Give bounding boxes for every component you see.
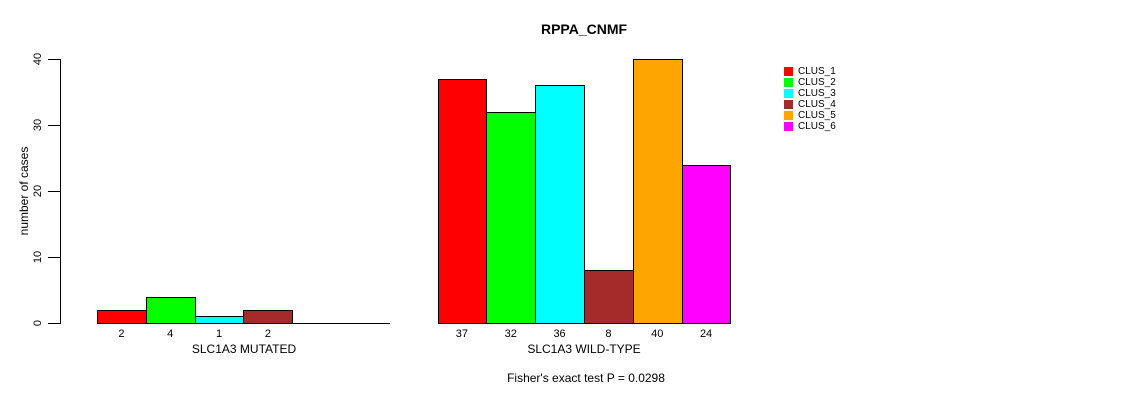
bar-value-label: 32: [504, 328, 517, 340]
y-tick-label: 20: [32, 184, 44, 198]
legend-swatch-icon: [784, 121, 793, 131]
y-tick-line: [48, 59, 60, 60]
bar-value-label: 1: [216, 328, 223, 340]
legend-label: CLUS_5: [798, 109, 836, 121]
legend-item-CLUS_2: CLUS_2: [784, 77, 836, 88]
x-axis-label-mutated: SLC1A3 MUTATED: [191, 342, 297, 356]
legend-item-CLUS_5: CLUS_5: [784, 110, 836, 121]
y-tick-label: 0: [32, 319, 44, 327]
bar-value-label: 8: [605, 328, 612, 340]
y-tick-label: 40: [32, 52, 44, 66]
legend-label: CLUS_3: [798, 87, 836, 99]
legend-item-CLUS_1: CLUS_1: [784, 66, 836, 77]
y-tick-label: 30: [32, 118, 44, 132]
bar-CLUS_4-group0: [243, 309, 294, 324]
legend-label: CLUS_1: [798, 65, 836, 77]
y-tick-line: [48, 257, 60, 258]
bar-value-label: 2: [118, 328, 125, 340]
chart-title: RPPA_CNMF: [540, 21, 628, 37]
bar-CLUS_5-group1: [632, 59, 683, 324]
legend-label: CLUS_6: [798, 120, 836, 132]
x-axis-label-wildtype: SLC1A3 WILD-TYPE: [527, 342, 641, 356]
bar-CLUS_3-group0: [194, 316, 245, 324]
legend-item-CLUS_3: CLUS_3: [784, 88, 836, 99]
legend-swatch-icon: [784, 110, 793, 120]
bar-CLUS_1-group0: [97, 309, 147, 324]
legend-swatch-icon: [784, 88, 793, 98]
bar-value-label: 37: [455, 328, 469, 340]
bar-CLUS_6-group1: [681, 164, 732, 324]
bar-CLUS_1-group1: [437, 78, 488, 324]
legend-swatch-icon: [784, 99, 793, 109]
legend-item-CLUS_6: CLUS_6: [784, 121, 836, 132]
bar-CLUS_4-group1: [583, 270, 634, 324]
legend-swatch-icon: [784, 77, 793, 87]
bar-CLUS_3-group1: [535, 85, 585, 324]
bar-value-label: 24: [699, 328, 713, 340]
bar-CLUS_2-group0: [145, 296, 196, 324]
y-tick-line: [48, 125, 60, 126]
bar-value-label: 4: [167, 328, 174, 340]
y-axis-title: number of cases: [17, 146, 31, 236]
bar-value-label: 2: [264, 328, 271, 340]
y-tick-label: 10: [32, 250, 44, 264]
bar-value-label: 36: [553, 328, 566, 340]
bar-CLUS_2-group1: [486, 111, 537, 324]
legend: CLUS_1 CLUS_2 CLUS_3 CLUS_4 CLUS_5 CLUS_6: [784, 66, 836, 132]
legend-label: CLUS_2: [798, 76, 836, 88]
legend-label: CLUS_4: [798, 98, 836, 110]
y-tick-line: [48, 323, 60, 324]
y-axis-line: [60, 59, 61, 324]
legend-item-CLUS_4: CLUS_4: [784, 99, 836, 110]
legend-swatch-icon: [784, 66, 793, 76]
y-tick-line: [48, 191, 60, 192]
fisher-test-annotation: Fisher's exact test P = 0.0298: [507, 371, 665, 385]
bar-value-label: 40: [651, 328, 664, 340]
